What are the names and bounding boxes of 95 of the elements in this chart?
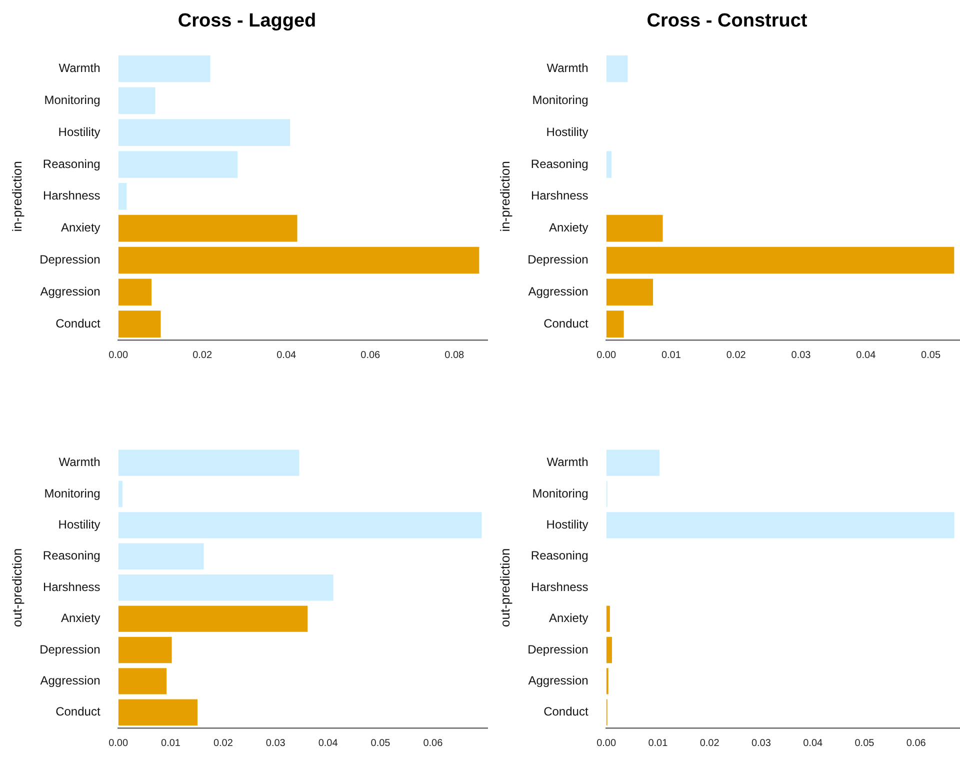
- bar: [118, 636, 172, 664]
- x-tick-label: 0.01: [648, 738, 668, 749]
- bar: [118, 543, 204, 570]
- bar: [118, 119, 290, 146]
- y-tick-label: Anxiety: [60, 220, 100, 235]
- bar: [118, 480, 122, 508]
- y-tick-label: Aggression: [528, 284, 588, 298]
- y-tick-label: Harshness: [530, 188, 588, 203]
- y-tick-label: Hostility: [58, 124, 100, 139]
- y-tick-label: Depression: [528, 642, 588, 656]
- y-tick-label: Harshness: [530, 580, 588, 594]
- y-tick-label: Warmth: [546, 61, 588, 76]
- y-tick-label: Depression: [40, 642, 100, 656]
- chart-title: Cross - Construct: [646, 10, 808, 32]
- bar: [606, 214, 663, 242]
- x-tick-label: 0.03: [791, 350, 812, 361]
- x-tick-label: 0.03: [751, 738, 772, 749]
- y-tick-label: Conduct: [544, 316, 589, 330]
- x-tick-label: 0.06: [423, 738, 444, 749]
- bar: [118, 606, 308, 632]
- bar: [606, 310, 624, 338]
- bar: [606, 636, 612, 664]
- bar: [606, 278, 654, 306]
- bar: [606, 606, 610, 632]
- chart-title: Cross - Lagged: [178, 10, 316, 32]
- x-tick-label: 0.05: [854, 738, 875, 749]
- x-tick-label: 0.02: [213, 738, 234, 749]
- y-tick-label: Reasoning: [530, 156, 588, 171]
- y-tick-label: Aggression: [528, 674, 588, 688]
- x-tick-label: 0.00: [108, 350, 128, 361]
- x-tick-label: 0.06: [360, 350, 381, 361]
- bar: [606, 151, 612, 178]
- x-tick-label: 0.05: [921, 350, 941, 361]
- y-tick-label: Aggression: [40, 284, 100, 298]
- bar: [118, 574, 334, 601]
- y-tick-label: Hostility: [546, 518, 588, 532]
- x-tick-label: 0.04: [276, 350, 297, 361]
- bar: [606, 55, 628, 82]
- bar: [118, 278, 152, 306]
- x-tick-label: 0.01: [161, 738, 181, 749]
- bar: [606, 512, 954, 538]
- bar: [118, 183, 127, 210]
- y-tick-label: Warmth: [58, 455, 100, 470]
- y-tick-label: Reasoning: [42, 548, 100, 563]
- x-tick-label: 0.06: [906, 738, 926, 749]
- x-tick-label: 0.03: [266, 738, 286, 749]
- y-tick-label: Depression: [40, 252, 100, 267]
- y-tick-label: Harshness: [42, 580, 100, 594]
- y-tick-label: Monitoring: [532, 486, 588, 500]
- bar: [118, 151, 238, 178]
- bar: [606, 450, 660, 476]
- x-tick-label: 0.04: [803, 738, 824, 749]
- y-tick-label: Monitoring: [44, 92, 100, 107]
- bar: [118, 87, 156, 114]
- y-tick-label: Anxiety: [60, 611, 100, 626]
- y-tick-label: Hostility: [546, 124, 588, 139]
- x-tick-label: 0.01: [661, 350, 682, 361]
- bar: [118, 246, 480, 274]
- x-tick-label: 0.02: [192, 350, 212, 361]
- y-tick-label: Conduct: [56, 316, 101, 330]
- y-axis-title: in-prediction: [9, 160, 24, 232]
- y-tick-label: Hostility: [58, 518, 100, 532]
- y-axis-title: out-prediction: [9, 548, 24, 627]
- x-tick-label: 0.08: [444, 350, 465, 361]
- bar: [118, 55, 210, 82]
- y-axis-title: out-prediction: [497, 548, 512, 627]
- bar: [118, 512, 482, 538]
- bar: [606, 246, 954, 274]
- x-tick-label: 0.02: [726, 350, 746, 361]
- x-tick-label: 0.00: [108, 738, 128, 749]
- x-tick-label: 0.00: [596, 738, 616, 749]
- y-tick-label: Warmth: [58, 61, 100, 76]
- y-tick-label: Harshness: [42, 188, 100, 203]
- bar: [118, 699, 198, 726]
- x-tick-label: 0.02: [700, 738, 720, 749]
- y-tick-label: Monitoring: [532, 92, 588, 107]
- y-tick-label: Aggression: [40, 674, 100, 688]
- y-axis-title: in-prediction: [497, 160, 512, 232]
- y-tick-label: Conduct: [544, 704, 589, 719]
- x-tick-label: 0.04: [856, 350, 876, 361]
- y-tick-label: Warmth: [546, 455, 588, 470]
- y-tick-label: Anxiety: [548, 220, 588, 235]
- y-tick-label: Monitoring: [44, 486, 100, 500]
- x-tick-label: 0.00: [596, 350, 616, 361]
- bar: [118, 214, 298, 242]
- bar: [118, 668, 167, 694]
- x-tick-label: 0.05: [370, 738, 391, 749]
- y-tick-label: Depression: [528, 252, 588, 267]
- y-tick-label: Conduct: [56, 704, 101, 719]
- y-tick-label: Reasoning: [42, 156, 100, 171]
- x-tick-label: 0.04: [318, 738, 338, 749]
- bar: [118, 310, 161, 338]
- y-tick-label: Anxiety: [548, 611, 588, 626]
- y-tick-label: Reasoning: [530, 548, 588, 563]
- bar: [118, 450, 300, 476]
